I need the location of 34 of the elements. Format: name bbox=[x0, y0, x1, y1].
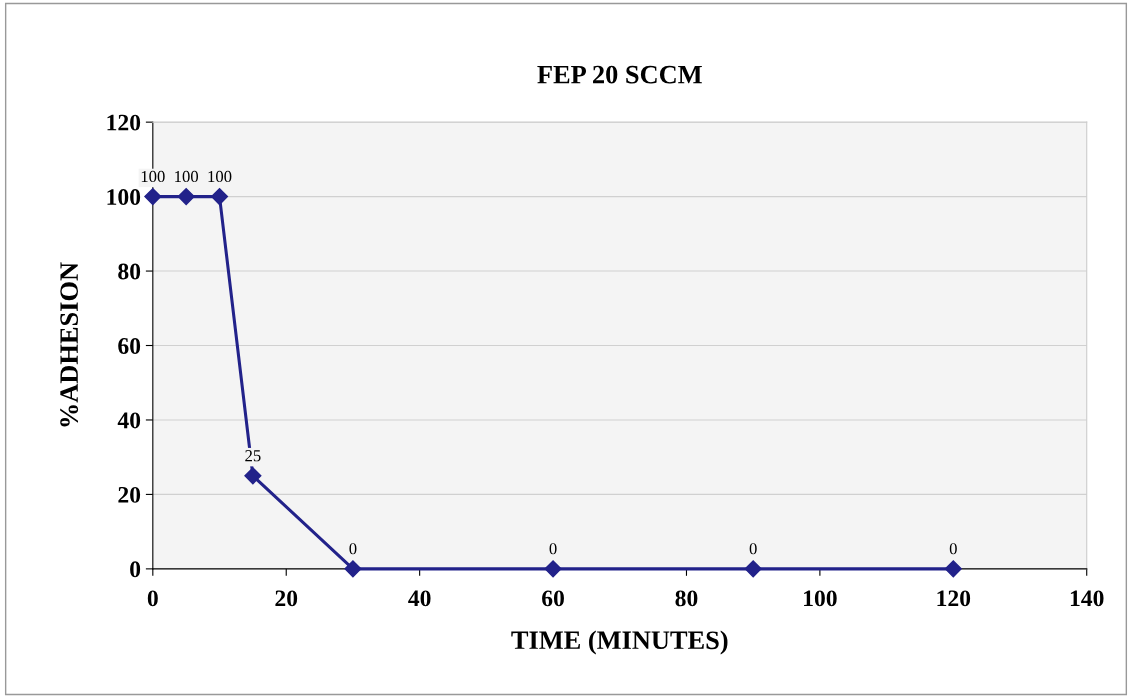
data-label: 100 bbox=[175, 170, 199, 183]
data-label: 0 bbox=[749, 543, 757, 555]
point bbox=[177, 188, 195, 206]
chart-title: FEP 20 SCCM bbox=[537, 65, 702, 84]
data-label: 0 bbox=[949, 543, 957, 555]
y-tick-label: 100 bbox=[107, 189, 141, 206]
x-tick-label: 40 bbox=[408, 590, 431, 607]
y-axis-title: %ADHESION bbox=[60, 262, 79, 427]
point bbox=[244, 467, 262, 485]
point bbox=[344, 560, 362, 578]
y-tick-label: 40 bbox=[117, 412, 141, 429]
x-tick-label: 20 bbox=[275, 590, 298, 607]
data-label: 25 bbox=[245, 450, 261, 462]
y-tick-label: 0 bbox=[130, 561, 141, 578]
x-axis-title: TIME (MINUTES) bbox=[511, 630, 728, 655]
data-label: 100 bbox=[208, 170, 232, 183]
y-tick-label: 60 bbox=[118, 338, 141, 354]
y-tick-label: 120 bbox=[107, 114, 141, 131]
x-tick-label: 140 bbox=[1070, 590, 1104, 607]
point bbox=[210, 188, 229, 206]
x-tick-label: 60 bbox=[542, 590, 564, 607]
point bbox=[744, 560, 762, 578]
x-tick-label: 80 bbox=[675, 590, 698, 607]
x-tick-label: 120 bbox=[937, 590, 971, 607]
point bbox=[544, 560, 562, 578]
y-tick-label: 20 bbox=[118, 486, 141, 503]
data-label: 100 bbox=[141, 170, 165, 183]
x-tick-label: 0 bbox=[147, 590, 158, 607]
data-label: 0 bbox=[349, 543, 357, 555]
y-tick-label: 80 bbox=[118, 263, 141, 280]
x-tick-label: 100 bbox=[804, 590, 837, 607]
point bbox=[144, 188, 162, 206]
data-label: 0 bbox=[549, 543, 557, 555]
point bbox=[944, 560, 962, 578]
